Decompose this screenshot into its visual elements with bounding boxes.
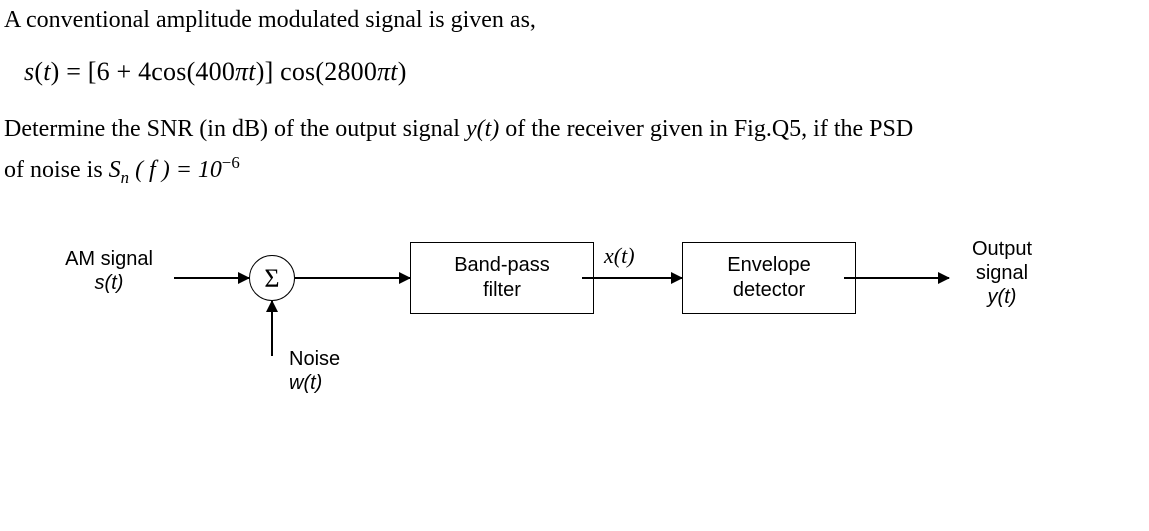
question-text: Determine the SNR (in dB) of the output … [4, 113, 1145, 189]
intro-text: A conventional amplitude modulated signa… [4, 4, 1145, 36]
output-line3: y(t) [952, 285, 1052, 309]
arrow-noise-to-sum [271, 301, 273, 356]
node-noise-label: Noise w(t) [289, 347, 369, 395]
equation-s-of-t: s(t) = [6 + 4cos(400πt)] cos(2800πt) [24, 54, 1145, 89]
label-x-of-t: x(t) [604, 241, 635, 271]
output-line2: signal [952, 261, 1052, 285]
node-output-label: Output signal y(t) [952, 237, 1052, 309]
psd-expression: Sn ( f ) = 10−6 [109, 157, 240, 183]
env-line1: Envelope [727, 253, 810, 278]
question-part1: Determine the SNR (in dB) of the output … [4, 116, 466, 142]
node-envelope-detector: Envelope detector [682, 242, 856, 314]
question-part2: of the receiver given in Fig.Q5, if the … [505, 116, 913, 142]
psd-exp: −6 [222, 153, 240, 172]
node-bandpass-filter: Band-pass filter [410, 242, 594, 314]
node-input-label: AM signal s(t) [44, 247, 174, 295]
env-line2: detector [727, 278, 810, 303]
psd-sub-n: n [121, 168, 129, 187]
noise-line1: Noise [289, 347, 369, 371]
bpf-line2: filter [454, 278, 550, 303]
bpf-line1: Band-pass [454, 253, 550, 278]
psd-body: ( f ) = 10 [135, 157, 222, 183]
noise-line2: w(t) [289, 371, 369, 395]
psd-S: S [109, 157, 121, 183]
receiver-block-diagram: AM signal s(t) Σ Noise w(t) Band-pass [44, 229, 1094, 449]
input-line2: s(t) [44, 271, 174, 295]
output-line1: Output [952, 237, 1052, 261]
arrow-env-to-output [844, 277, 949, 279]
y-of-t: y(t) [466, 116, 499, 142]
arrow-sum-to-bpf [295, 277, 410, 279]
sum-symbol: Σ [264, 261, 279, 296]
arrow-bpf-to-env [582, 277, 682, 279]
input-line1: AM signal [44, 247, 174, 271]
arrow-input-to-sum [174, 277, 249, 279]
psd-prefix: of noise is [4, 157, 109, 183]
node-summation: Σ [249, 255, 295, 301]
